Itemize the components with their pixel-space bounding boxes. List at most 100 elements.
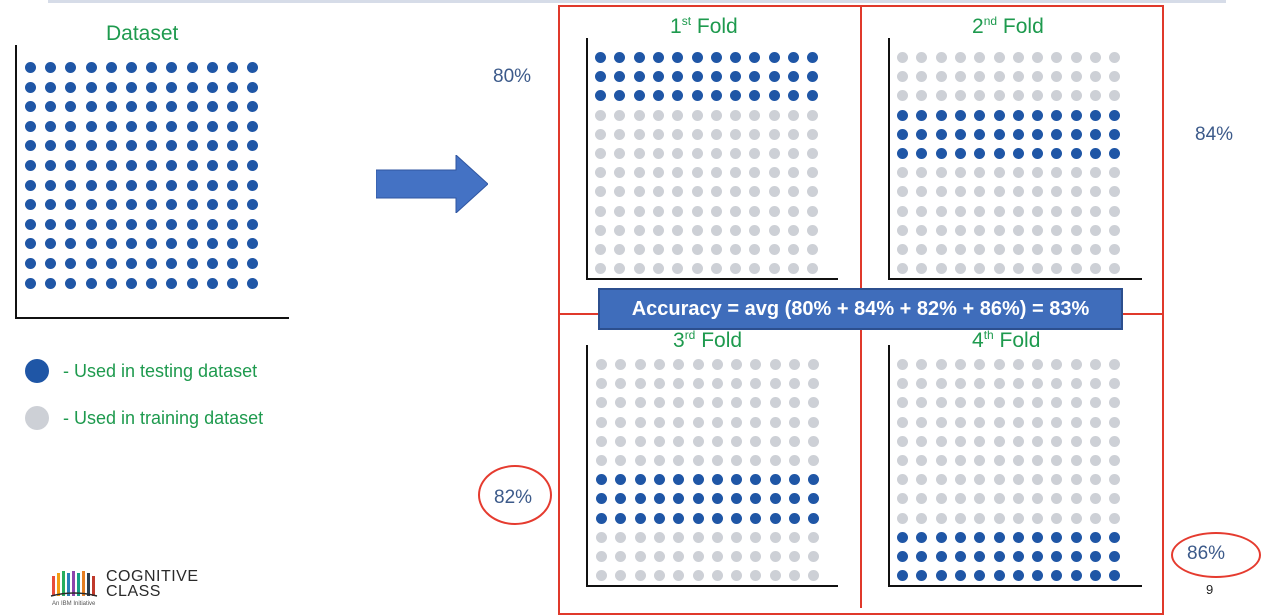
training-dot — [634, 531, 646, 543]
testing-dot — [692, 474, 704, 486]
training-dot — [1012, 455, 1024, 466]
training-dot — [731, 531, 743, 543]
data-dot — [247, 120, 259, 132]
data-dot — [85, 258, 97, 269]
training-dot — [633, 263, 645, 275]
training-dot — [614, 205, 626, 217]
testing-dot — [935, 109, 947, 121]
training-dot — [807, 224, 819, 236]
training-dot — [974, 205, 986, 217]
data-dot — [166, 199, 178, 211]
data-dot — [126, 160, 137, 171]
training-dot — [1090, 167, 1101, 179]
training-dot — [916, 493, 928, 505]
training-dot — [808, 359, 820, 370]
training-dot — [897, 474, 908, 486]
data-dot — [146, 81, 158, 93]
data-dot — [146, 160, 158, 171]
training-dot — [710, 244, 722, 255]
data-dot — [146, 277, 158, 289]
training-dot — [710, 224, 722, 236]
training-dot — [710, 167, 722, 179]
testing-dot — [672, 71, 684, 83]
training-dot — [672, 205, 684, 217]
training-dot — [1109, 205, 1121, 217]
training-dot — [1012, 474, 1024, 486]
training-dot — [1090, 474, 1101, 486]
training-dot — [1109, 455, 1121, 466]
training-dot — [1012, 263, 1024, 275]
training-dot — [673, 455, 685, 466]
training-dot — [730, 205, 742, 217]
data-dot — [45, 179, 57, 191]
data-dot — [126, 179, 137, 191]
training-dot — [808, 455, 820, 466]
training-dot — [1012, 378, 1024, 390]
training-dot — [993, 205, 1005, 217]
data-dot — [206, 62, 218, 73]
training-dot — [807, 167, 819, 179]
training-dot — [1109, 359, 1121, 370]
testing-dot — [749, 90, 761, 102]
training-dot — [897, 397, 908, 409]
training-dot — [614, 128, 626, 140]
data-dot — [206, 238, 218, 250]
data-dot — [146, 120, 158, 132]
training-dot — [633, 205, 645, 217]
data-dot — [227, 238, 238, 250]
logo-tagline: An IBM Initiative — [52, 601, 96, 607]
training-dot — [954, 224, 966, 236]
training-dot — [993, 416, 1005, 428]
training-dot — [1090, 416, 1101, 428]
training-dot — [749, 109, 761, 121]
testing-dot — [897, 128, 908, 140]
training-dot — [595, 167, 606, 179]
training-dot — [1070, 359, 1082, 370]
training-dot — [711, 435, 723, 447]
training-dot — [789, 455, 800, 466]
training-dot — [788, 205, 799, 217]
data-dot — [247, 160, 259, 171]
testing-dot — [1051, 570, 1063, 582]
training-dot — [673, 397, 685, 409]
training-dot — [1051, 493, 1063, 505]
training-dot — [614, 109, 626, 121]
training-dot — [954, 359, 966, 370]
data-dot — [146, 140, 158, 152]
training-dot — [730, 148, 742, 159]
training-dot — [993, 186, 1005, 198]
training-dot — [672, 148, 684, 159]
data-dot — [45, 140, 57, 152]
training-dot — [1051, 224, 1063, 236]
data-dot — [65, 238, 77, 250]
training-dot — [595, 128, 606, 140]
training-dot — [1051, 359, 1063, 370]
training-dot — [916, 455, 928, 466]
training-dot — [595, 224, 606, 236]
testing-dot — [731, 512, 743, 524]
testing-dot — [935, 128, 947, 140]
testing-dot — [1012, 148, 1024, 159]
testing-dot — [1032, 148, 1044, 159]
training-dot — [1109, 71, 1121, 83]
testing-legend-dot — [25, 359, 49, 383]
training-dot — [691, 167, 703, 179]
testing-dot — [935, 148, 947, 159]
training-dot — [807, 263, 819, 275]
training-dot — [768, 128, 780, 140]
training-dot — [935, 52, 947, 63]
training-dot — [808, 531, 820, 543]
data-dot — [25, 238, 36, 250]
data-dot — [146, 62, 158, 73]
data-dot — [186, 179, 198, 191]
training-dot — [730, 128, 742, 140]
training-dot — [954, 474, 966, 486]
training-dot — [916, 205, 928, 217]
testing-dot — [788, 52, 799, 63]
fold-3-highlight-circle — [478, 465, 552, 525]
training-dot — [1032, 359, 1044, 370]
testing-dot — [974, 148, 986, 159]
training-dot — [916, 474, 928, 486]
testing-dot — [807, 52, 819, 63]
training-dot — [596, 397, 607, 409]
